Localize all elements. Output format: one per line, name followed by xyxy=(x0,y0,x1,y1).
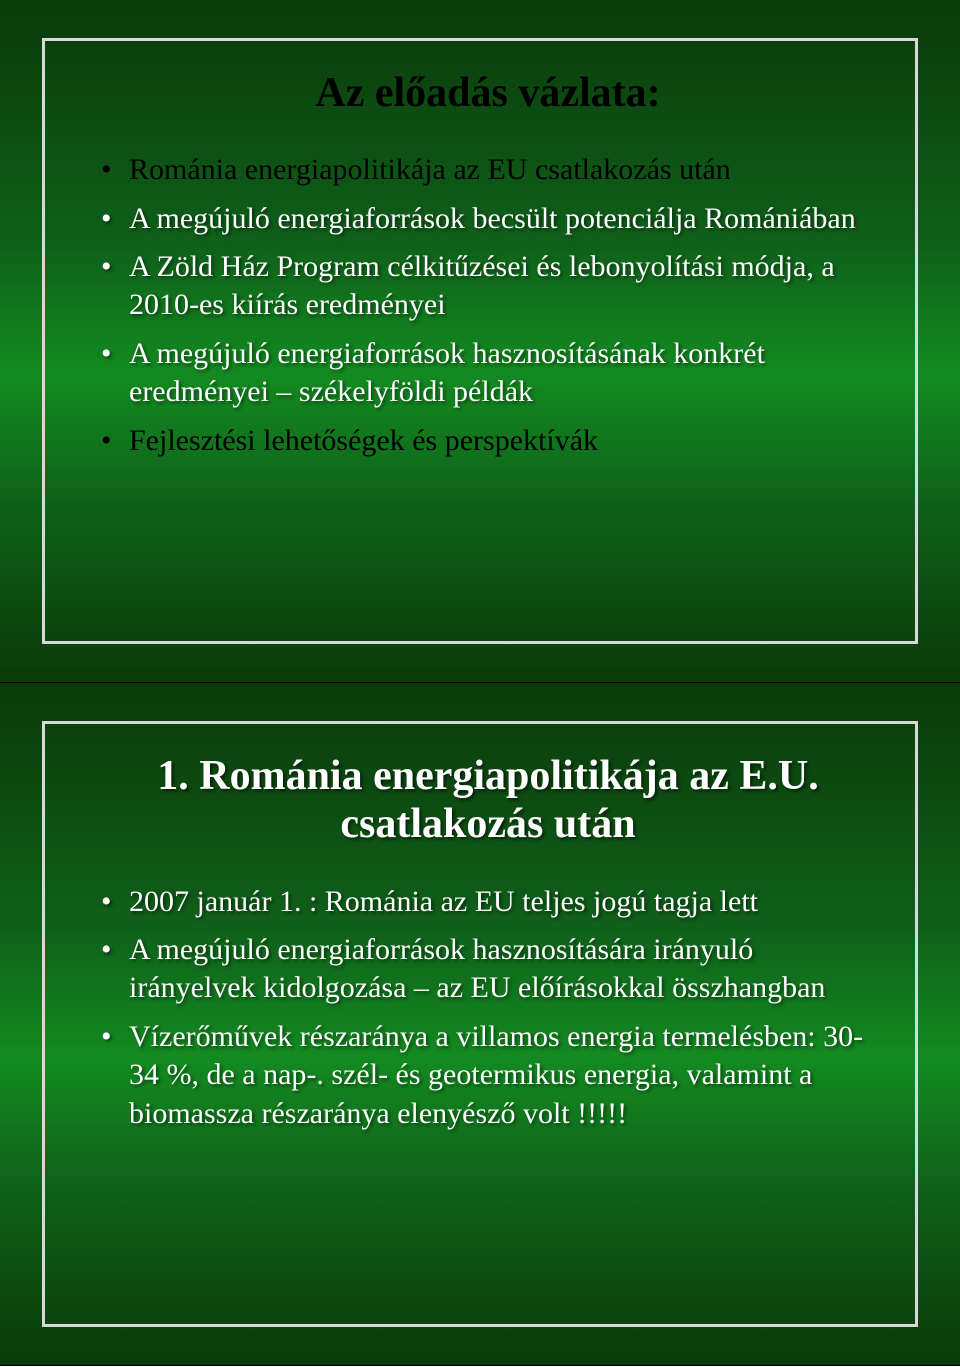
slide-2-inner: 1. Románia energiapolitikája az E.U. csa… xyxy=(42,721,918,1327)
slide-1-bullets: Románia energiapolitikája az EU csatlako… xyxy=(101,151,875,460)
bullet-item: A megújuló energiaforrások hasznosításár… xyxy=(101,931,875,1008)
slide-2-title: 1. Románia energiapolitikája az E.U. csa… xyxy=(101,752,875,849)
bullet-item: A Zöld Ház Program célkitűzései és lebon… xyxy=(101,248,875,325)
bullet-item: Románia energiapolitikája az EU csatlako… xyxy=(101,151,875,189)
bullet-item: A megújuló energiaforrások becsült poten… xyxy=(101,200,875,238)
bullet-item: A megújuló energiaforrások hasznosításán… xyxy=(101,335,875,412)
slide-1-inner: Az előadás vázlata: Románia energiapolit… xyxy=(42,38,918,644)
slide-1-title: Az előadás vázlata: xyxy=(101,69,875,117)
bullet-item: Fejlesztési lehetőségek és perspektívák xyxy=(101,422,875,460)
bullet-item: Vízerőművek részaránya a villamos energi… xyxy=(101,1018,875,1133)
bullet-item: 2007 január 1. : Románia az EU teljes jo… xyxy=(101,883,875,921)
slide-1: Az előadás vázlata: Románia energiapolit… xyxy=(0,0,960,683)
slide-2-bullets: 2007 január 1. : Románia az EU teljes jo… xyxy=(101,883,875,1133)
slide-2: 1. Románia energiapolitikája az E.U. csa… xyxy=(0,683,960,1366)
